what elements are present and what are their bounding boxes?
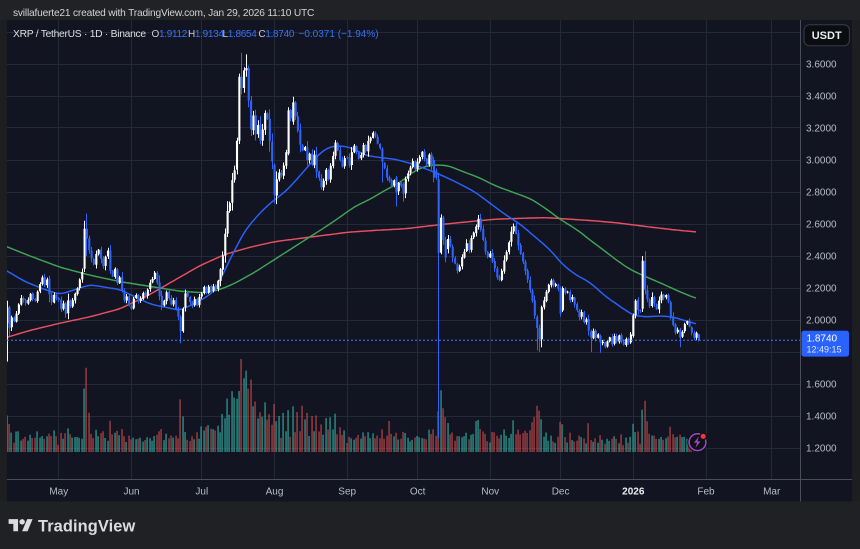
svg-text:USDT: USDT [812, 30, 842, 42]
svg-text:TradingView: TradingView [38, 518, 135, 536]
svg-text:Aug: Aug [266, 487, 284, 498]
svg-text:2026: 2026 [622, 487, 645, 498]
svg-text:1.6000: 1.6000 [806, 380, 837, 391]
svg-text:H1.9134: H1.9134 [188, 29, 224, 40]
svg-text:1.4000: 1.4000 [806, 412, 837, 423]
svg-text:2.8000: 2.8000 [806, 188, 837, 199]
svg-text:Jul: Jul [195, 487, 208, 498]
svg-text:12:49:15: 12:49:15 [807, 345, 842, 355]
svg-text:C1.8740: C1.8740 [258, 29, 294, 40]
svg-text:Feb: Feb [697, 487, 715, 498]
svg-text:2.6000: 2.6000 [806, 220, 837, 231]
svg-text:svillafuerte21 created with Tr: svillafuerte21 created with TradingView.… [13, 8, 314, 19]
svg-text:May: May [49, 487, 68, 498]
svg-text:2.4000: 2.4000 [806, 252, 837, 263]
svg-text:3.2000: 3.2000 [806, 124, 837, 135]
svg-text:XRP / TetherUS · 1D · Binance: XRP / TetherUS · 1D · Binance [13, 29, 146, 40]
svg-text:O1.9112: O1.9112 [152, 29, 188, 40]
svg-text:2.2000: 2.2000 [806, 284, 837, 295]
svg-text:Nov: Nov [481, 487, 499, 498]
svg-text:3.6000: 3.6000 [806, 60, 837, 71]
svg-text:2.0000: 2.0000 [806, 316, 837, 327]
svg-text:Jun: Jun [123, 487, 139, 498]
svg-text:−0.0371 (−1.94%): −0.0371 (−1.94%) [299, 29, 379, 40]
svg-text:Sep: Sep [338, 487, 356, 498]
svg-text:3.4000: 3.4000 [806, 92, 837, 103]
svg-text:Oct: Oct [410, 487, 426, 498]
svg-text:1.2000: 1.2000 [806, 444, 837, 455]
svg-text:1.8740: 1.8740 [807, 334, 838, 345]
svg-text:Dec: Dec [552, 487, 570, 498]
svg-text:L1.8654: L1.8654 [223, 29, 258, 40]
svg-text:Mar: Mar [763, 487, 781, 498]
svg-text:3.0000: 3.0000 [806, 156, 837, 167]
